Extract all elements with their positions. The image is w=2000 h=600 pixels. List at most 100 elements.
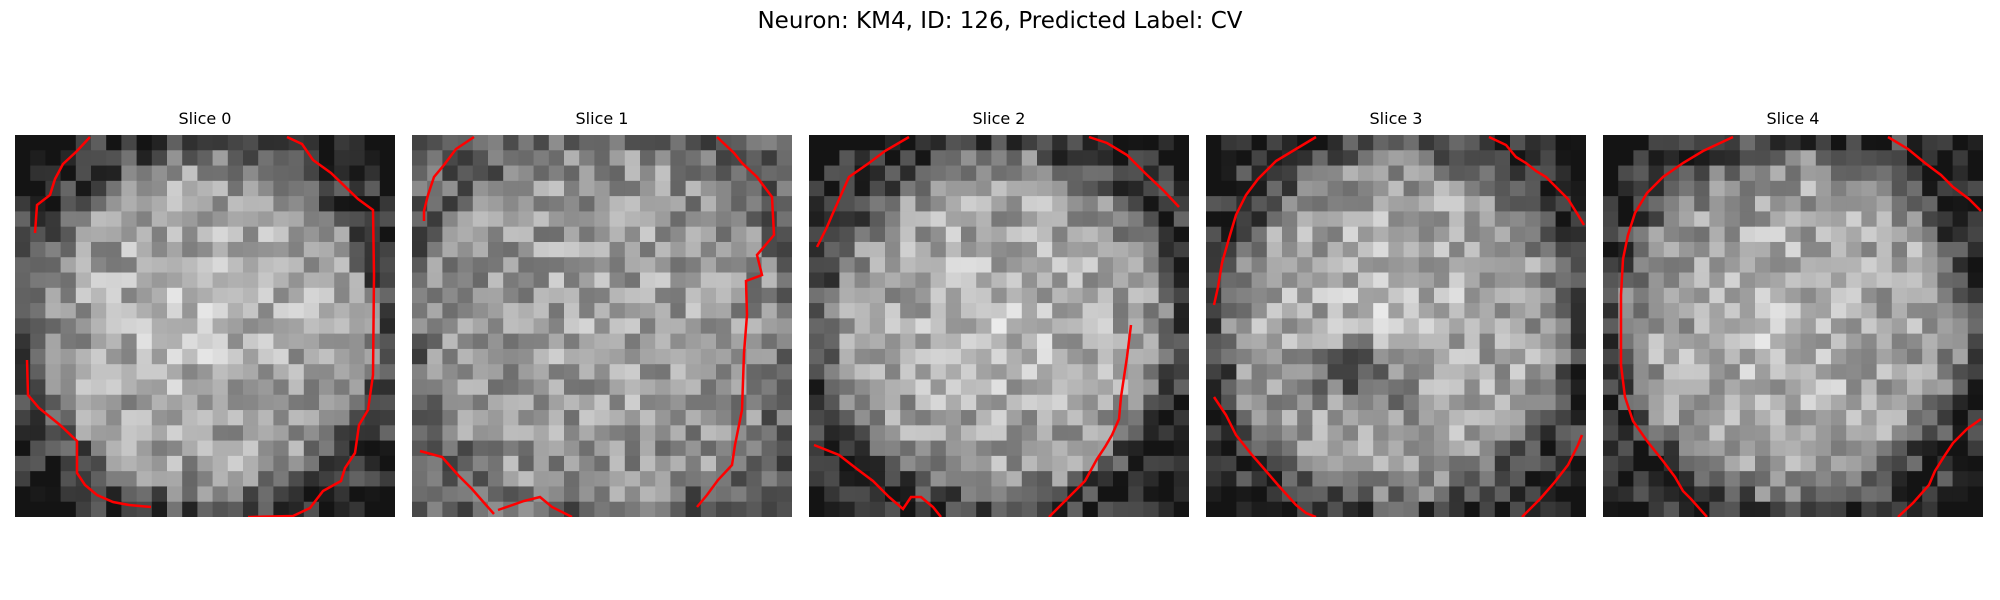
pixel-cell xyxy=(1540,364,1557,381)
pixel-cell xyxy=(1067,486,1084,503)
pixel-cell xyxy=(1525,241,1541,258)
pixel-cell xyxy=(809,486,825,503)
pixel-cell xyxy=(700,333,717,350)
pixel-cell xyxy=(1907,196,1923,212)
pixel-cell xyxy=(640,348,656,365)
pixel-cell xyxy=(412,440,428,457)
pixel-cell xyxy=(1403,486,1420,503)
pixel-cell xyxy=(518,211,535,228)
pixel-cell xyxy=(243,272,259,289)
pixel-cell xyxy=(1221,440,1237,457)
pixel-cell xyxy=(854,303,871,319)
pixel-cell xyxy=(1266,364,1283,381)
pixel-cell xyxy=(1800,272,1817,289)
pixel-cell xyxy=(716,150,732,167)
pixel-cell xyxy=(1724,318,1741,335)
pixel-cell xyxy=(1755,272,1771,289)
pixel-cell xyxy=(1251,364,1268,381)
pixel-cell xyxy=(1173,455,1189,472)
pixel-cell xyxy=(1510,501,1526,517)
pixel-cell xyxy=(976,180,992,197)
pixel-cell xyxy=(75,272,92,289)
pixel-cell xyxy=(15,257,31,274)
pixel-cell xyxy=(15,196,31,212)
pixel-cell xyxy=(930,196,947,212)
pixel-cell xyxy=(1846,471,1862,488)
pixel-cell xyxy=(91,150,107,167)
pixel-cell xyxy=(930,226,947,243)
pixel-cell xyxy=(60,501,77,517)
pixel-cell xyxy=(1082,348,1099,365)
pixel-cell xyxy=(1449,135,1465,151)
pixel-cell xyxy=(1434,425,1450,442)
pixel-cell xyxy=(564,394,580,411)
pixel-cell xyxy=(503,348,519,365)
pixel-cell xyxy=(1403,257,1420,274)
pixel-cell xyxy=(1312,135,1329,151)
pixel-cell xyxy=(1861,410,1878,426)
pixel-cell xyxy=(700,348,717,365)
pixel-cell xyxy=(1173,272,1189,289)
pixel-cell xyxy=(1739,241,1756,258)
pixel-cell xyxy=(503,455,519,472)
pixel-cell xyxy=(1282,394,1298,411)
pixel-cell xyxy=(15,287,31,304)
pixel-cell xyxy=(655,471,671,488)
pixel-cell xyxy=(1785,410,1802,426)
pixel-cell xyxy=(1021,272,1038,289)
pixel-cell xyxy=(1815,379,1832,396)
pixel-cell xyxy=(303,379,320,396)
pixel-cell xyxy=(1251,196,1268,212)
pixel-cell xyxy=(258,257,274,274)
pixel-cell xyxy=(182,135,198,151)
pixel-cell xyxy=(1037,318,1053,335)
pixel-cell xyxy=(1342,440,1359,457)
pixel-cell xyxy=(121,287,138,304)
pixel-cell xyxy=(488,180,504,197)
pixel-cell xyxy=(334,226,350,243)
pixel-cell xyxy=(30,394,46,411)
pixel-cell xyxy=(609,196,626,212)
pixel-cell xyxy=(1206,226,1222,243)
pixel-cell xyxy=(1618,135,1634,151)
pixel-cell xyxy=(1907,272,1923,289)
pixel-cell xyxy=(212,165,229,182)
pixel-cell xyxy=(1679,348,1695,365)
pixel-cell xyxy=(839,471,856,488)
pixel-cell xyxy=(1770,425,1786,442)
pixel-cell xyxy=(1067,303,1084,319)
pixel-cell xyxy=(900,272,916,289)
pixel-cell xyxy=(1831,348,1847,365)
pixel-cell xyxy=(1648,364,1665,381)
pixel-cell xyxy=(1846,287,1862,304)
pixel-cell xyxy=(1952,501,1969,517)
pixel-cell xyxy=(761,440,778,457)
pixel-cell xyxy=(1418,257,1435,274)
pixel-cell xyxy=(197,135,214,151)
pixel-cell xyxy=(869,410,886,426)
pixel-cell xyxy=(427,379,443,396)
pixel-cell xyxy=(1206,257,1222,274)
pixel-cell xyxy=(227,394,244,411)
pixel-cell xyxy=(1327,440,1344,457)
pixel-cell xyxy=(75,410,92,426)
pixel-cell xyxy=(167,211,183,228)
pixel-cell xyxy=(776,333,792,350)
pixel-cell xyxy=(442,440,459,457)
pixel-cell xyxy=(1236,379,1253,396)
pixel-cell xyxy=(1221,303,1237,319)
pixel-cell xyxy=(442,180,459,197)
pixel-cell xyxy=(1755,455,1771,472)
pixel-cell xyxy=(1006,196,1023,212)
pixel-cell xyxy=(1388,303,1405,319)
pixel-cell xyxy=(1525,165,1541,182)
pixel-cell xyxy=(655,287,671,304)
pixel-cell xyxy=(243,425,259,442)
pixel-cell xyxy=(1770,486,1786,503)
pixel-cell xyxy=(1618,196,1634,212)
pixel-cell xyxy=(288,257,305,274)
pixel-cell xyxy=(1815,241,1832,258)
pixel-cell xyxy=(197,348,214,365)
pixel-cell xyxy=(991,287,1008,304)
pixel-cell xyxy=(349,180,366,197)
